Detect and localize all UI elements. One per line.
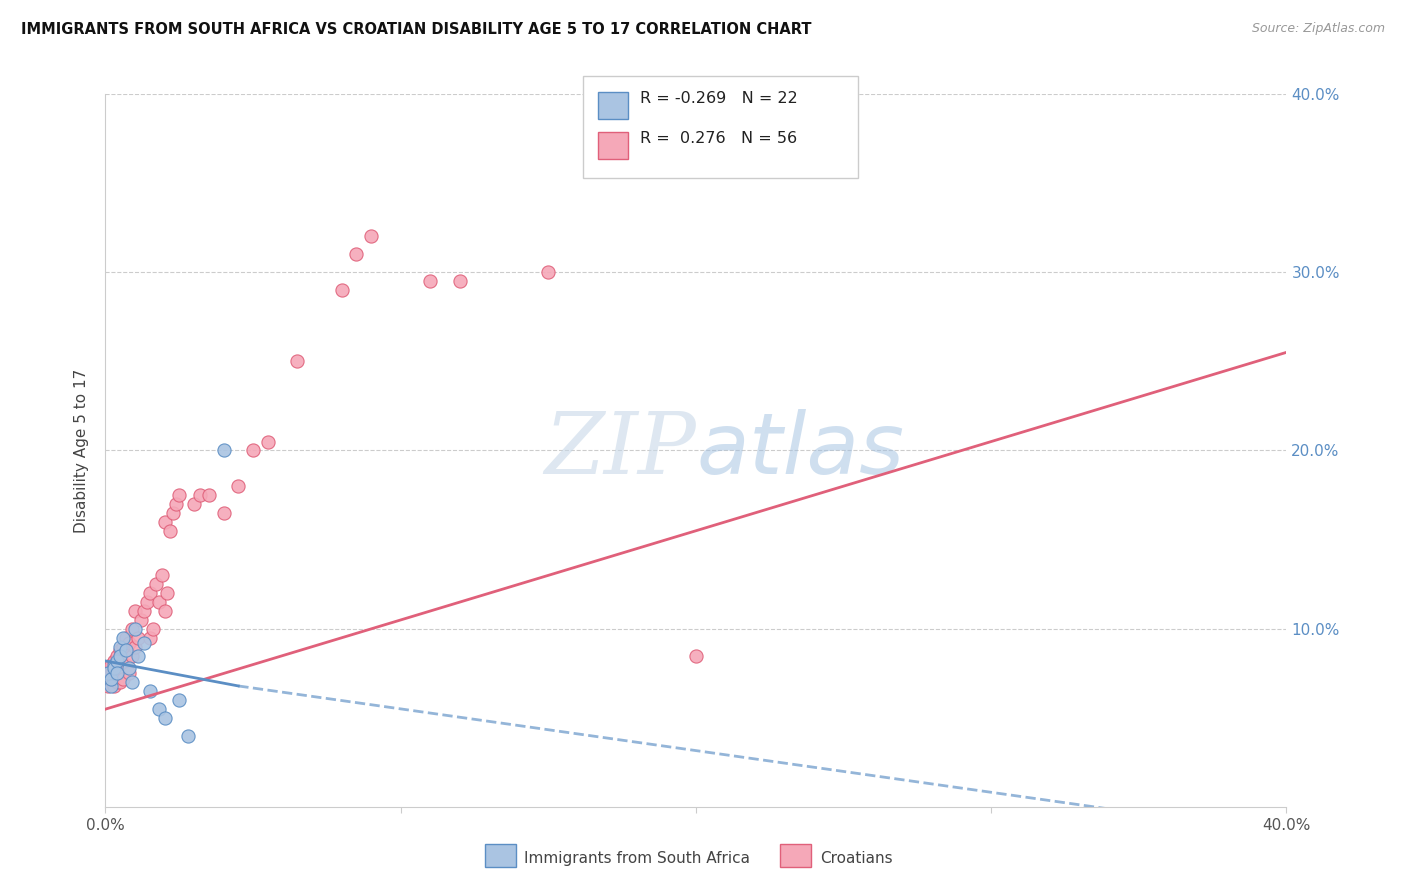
Point xyxy=(112,640,135,654)
Point xyxy=(153,711,176,725)
Point xyxy=(127,648,149,663)
Point xyxy=(115,643,138,657)
Point xyxy=(419,274,441,288)
Point xyxy=(100,657,122,672)
Point xyxy=(142,622,165,636)
Point xyxy=(124,622,146,636)
Point xyxy=(103,657,125,672)
Point xyxy=(165,497,187,511)
Point xyxy=(138,631,162,645)
Point xyxy=(124,640,146,654)
Point xyxy=(153,604,176,618)
Point xyxy=(103,679,125,693)
Point xyxy=(118,666,141,681)
Point xyxy=(228,479,250,493)
Point xyxy=(188,488,211,502)
Point xyxy=(537,265,560,279)
Point xyxy=(257,434,280,449)
Point xyxy=(138,684,162,698)
Point xyxy=(330,283,353,297)
Point xyxy=(105,666,128,681)
Point xyxy=(124,604,146,618)
Point xyxy=(135,595,157,609)
Point xyxy=(110,640,132,654)
Point xyxy=(110,648,132,663)
Point xyxy=(169,693,191,707)
Point xyxy=(685,648,707,663)
Point xyxy=(360,229,382,244)
Text: R =  0.276   N = 56: R = 0.276 N = 56 xyxy=(640,131,797,146)
Text: R = -0.269   N = 22: R = -0.269 N = 22 xyxy=(640,91,797,106)
Point xyxy=(132,604,155,618)
Point xyxy=(212,443,235,458)
Point xyxy=(183,497,205,511)
Text: ZIP: ZIP xyxy=(544,409,696,491)
Point xyxy=(169,488,191,502)
Point xyxy=(132,636,155,650)
Text: Source: ZipAtlas.com: Source: ZipAtlas.com xyxy=(1251,22,1385,36)
Point xyxy=(103,661,125,675)
Point xyxy=(97,679,120,693)
Point xyxy=(242,443,264,458)
Point xyxy=(156,586,179,600)
Y-axis label: Disability Age 5 to 17: Disability Age 5 to 17 xyxy=(75,368,90,533)
Point xyxy=(105,654,128,668)
Point xyxy=(97,666,120,681)
Point xyxy=(145,577,167,591)
Point xyxy=(110,661,132,675)
Text: IMMIGRANTS FROM SOUTH AFRICA VS CROATIAN DISABILITY AGE 5 TO 17 CORRELATION CHAR: IMMIGRANTS FROM SOUTH AFRICA VS CROATIAN… xyxy=(21,22,811,37)
Point xyxy=(197,488,219,502)
Point xyxy=(162,506,184,520)
Point xyxy=(121,648,143,663)
Point xyxy=(346,247,368,261)
Point xyxy=(100,666,122,681)
Text: Immigrants from South Africa: Immigrants from South Africa xyxy=(524,851,751,865)
Point xyxy=(105,648,128,663)
Point xyxy=(100,661,122,675)
Point xyxy=(115,657,138,672)
Point xyxy=(148,702,170,716)
Text: Croatians: Croatians xyxy=(820,851,893,865)
Point xyxy=(103,672,125,686)
Point xyxy=(287,354,309,368)
Text: atlas: atlas xyxy=(696,409,904,492)
Point xyxy=(112,631,135,645)
Point xyxy=(449,274,471,288)
Point xyxy=(115,631,138,645)
Point xyxy=(212,506,235,520)
Point xyxy=(105,675,128,690)
Point xyxy=(118,661,141,675)
Point xyxy=(110,643,132,657)
Point xyxy=(121,675,143,690)
Point xyxy=(110,675,132,690)
Point xyxy=(100,679,122,693)
Point xyxy=(150,568,173,582)
Point xyxy=(112,672,135,686)
Point xyxy=(148,595,170,609)
Point xyxy=(153,515,176,529)
Point xyxy=(103,654,125,668)
Point xyxy=(105,666,128,681)
Point xyxy=(177,729,200,743)
Point xyxy=(118,636,141,650)
Point xyxy=(97,672,120,686)
Point xyxy=(121,622,143,636)
Point xyxy=(100,672,122,686)
Point xyxy=(127,631,149,645)
Point xyxy=(138,586,162,600)
Point xyxy=(159,524,181,538)
Point xyxy=(129,613,152,627)
